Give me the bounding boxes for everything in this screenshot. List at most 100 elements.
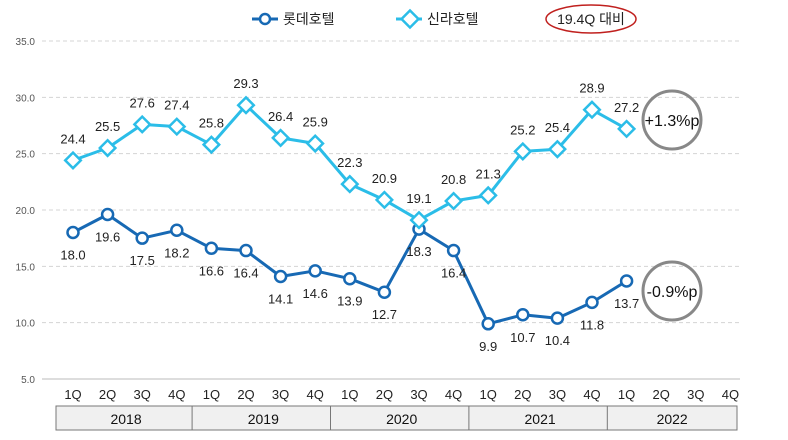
- data-label-lotte: 11.8: [580, 317, 604, 332]
- marker-shilla: [409, 210, 429, 230]
- marker-lotte: [66, 225, 80, 240]
- marker-shilla: [167, 117, 187, 137]
- marker-shilla: [547, 139, 567, 159]
- annotation-circle-lotte: [641, 260, 703, 322]
- y-tick-label: 20.0: [16, 206, 36, 217]
- marker-shilla: [617, 119, 637, 139]
- y-tick-label: 5.0: [21, 375, 35, 386]
- comparison-badge: 19.4Q 대비: [545, 4, 637, 34]
- series-lines: [63, 95, 637, 331]
- data-label-lotte: 19.6: [95, 230, 120, 245]
- data-label-shilla: 25.9: [303, 115, 328, 130]
- data-label-shilla: 25.8: [199, 116, 224, 131]
- marker-lotte: [273, 269, 288, 284]
- y-tick-label: 10.0: [16, 319, 36, 330]
- data-label-shilla: 25.2: [510, 122, 535, 137]
- marker-shilla: [236, 95, 256, 115]
- x-tick-label: 2Q: [99, 387, 116, 402]
- marker-lotte: [170, 223, 184, 238]
- legend-item-shilla: 신라호텔: [396, 8, 479, 30]
- marker-lotte: [308, 264, 322, 278]
- x-tick-label: 4Q: [583, 387, 600, 402]
- x-tick-label: 2Q: [653, 387, 670, 402]
- year-label: 2022: [657, 411, 688, 427]
- data-label-lotte: 9.9: [479, 339, 497, 354]
- y-tick-label: 25.0: [16, 150, 36, 161]
- marker-lotte: [481, 317, 495, 331]
- marker-shilla: [513, 141, 533, 161]
- year-box: [55, 405, 197, 431]
- year-label: 2018: [110, 411, 141, 427]
- data-label-shilla: 29.3: [233, 76, 258, 91]
- data-label-shilla: 26.4: [268, 109, 293, 124]
- data-label-lotte: 18.2: [164, 245, 189, 260]
- x-tick-label: 1Q: [618, 387, 635, 402]
- data-label-lotte: 10.7: [510, 330, 535, 345]
- x-tick-label: 2Q: [376, 387, 393, 402]
- x-axis: 1Q 2Q 3Q 4Q 1Q 2Q 3Q 4Q 1Q 2Q 3Q 4Q 1Q 2Q 3Q 4Q 1Q 2Q 3Q 4Q…: [42, 378, 740, 431]
- data-label-lotte: 17.5: [130, 253, 155, 268]
- data-label-shilla: 27.6: [130, 95, 155, 110]
- data-label-lotte: 10.4: [545, 333, 570, 348]
- marker-shilla: [305, 133, 325, 154]
- year-box: [468, 405, 612, 431]
- annotations: +1.3%p -0.9%p: [641, 89, 703, 322]
- data-label-shilla: 19.1: [406, 191, 431, 206]
- x-tick-label: 2Q: [237, 387, 254, 402]
- marker-lotte: [516, 308, 530, 322]
- x-tick-label: 3Q: [687, 387, 704, 402]
- marker-lotte: [343, 271, 357, 286]
- y-tick-label: 30.0: [16, 93, 36, 104]
- comparison-badge-ellipse: [545, 4, 637, 34]
- x-tick-label: 4Q: [445, 387, 462, 402]
- x-tick-label: 4Q: [722, 387, 739, 402]
- data-label-shilla: 20.8: [441, 172, 466, 187]
- marker-lotte: [550, 311, 565, 325]
- marker-lotte: [619, 274, 634, 288]
- x-tick-label: 3Q: [549, 387, 566, 402]
- annotation-circle-shilla: [641, 89, 703, 151]
- marker-shilla: [374, 190, 394, 210]
- marker-shilla: [340, 174, 360, 194]
- marker-lotte: [239, 243, 253, 258]
- marker-lotte: [204, 241, 219, 256]
- marker-lotte: [585, 295, 599, 310]
- marker-shilla: [582, 100, 602, 120]
- data-label-shilla: 28.9: [579, 81, 604, 96]
- data-label-shilla: 27.4: [164, 98, 189, 113]
- legend-item-lotte: 롯데호텔: [252, 11, 335, 27]
- marker-shilla: [98, 138, 118, 158]
- data-label-lotte: 16.4: [233, 266, 258, 281]
- data-label-shilla: 20.9: [372, 171, 397, 186]
- x-tick-label: 1Q: [341, 387, 358, 402]
- x-tick-label: 3Q: [134, 387, 151, 402]
- x-tick-label: 4Q: [168, 387, 185, 402]
- x-tick-label: 1Q: [203, 387, 220, 402]
- annotation-lotte: -0.9%p: [641, 260, 703, 322]
- comparison-badge-label: 19.4Q 대비: [557, 11, 625, 27]
- marker-shilla: [201, 135, 221, 155]
- legend-label-lotte: 롯데호텔: [283, 11, 335, 27]
- data-label-lotte: 14.1: [268, 291, 293, 306]
- marker-shilla: [271, 128, 291, 148]
- data-label-lotte: 13.7: [614, 296, 639, 311]
- data-label-shilla: 24.4: [60, 131, 85, 146]
- marker-shilla: [478, 185, 498, 205]
- legend: 롯데호텔 신라호텔 19.4Q 대비: [252, 4, 637, 34]
- data-label-shilla: 25.5: [95, 119, 120, 134]
- y-tick-label: 15.0: [16, 262, 36, 273]
- legend-marker-lotte: [258, 12, 272, 26]
- data-label-shilla: 22.3: [337, 155, 362, 170]
- year-label: 2019: [248, 411, 279, 427]
- legend-label-shilla: 신라호텔: [427, 11, 479, 27]
- year-label: 2021: [525, 411, 556, 427]
- marker-lotte: [135, 231, 149, 245]
- data-label-lotte: 14.6: [303, 286, 328, 301]
- x-tick-label: 2Q: [514, 387, 531, 402]
- x-tick-label: 3Q: [410, 387, 427, 402]
- marker-shilla: [132, 114, 152, 134]
- marker-shilla: [444, 191, 464, 211]
- y-axis-ticks: 5.0 10.0 15.0 20.0 25.0 30.0 35.0: [16, 37, 36, 386]
- x-tick-label: 1Q: [64, 387, 81, 402]
- gridlines: [42, 40, 740, 324]
